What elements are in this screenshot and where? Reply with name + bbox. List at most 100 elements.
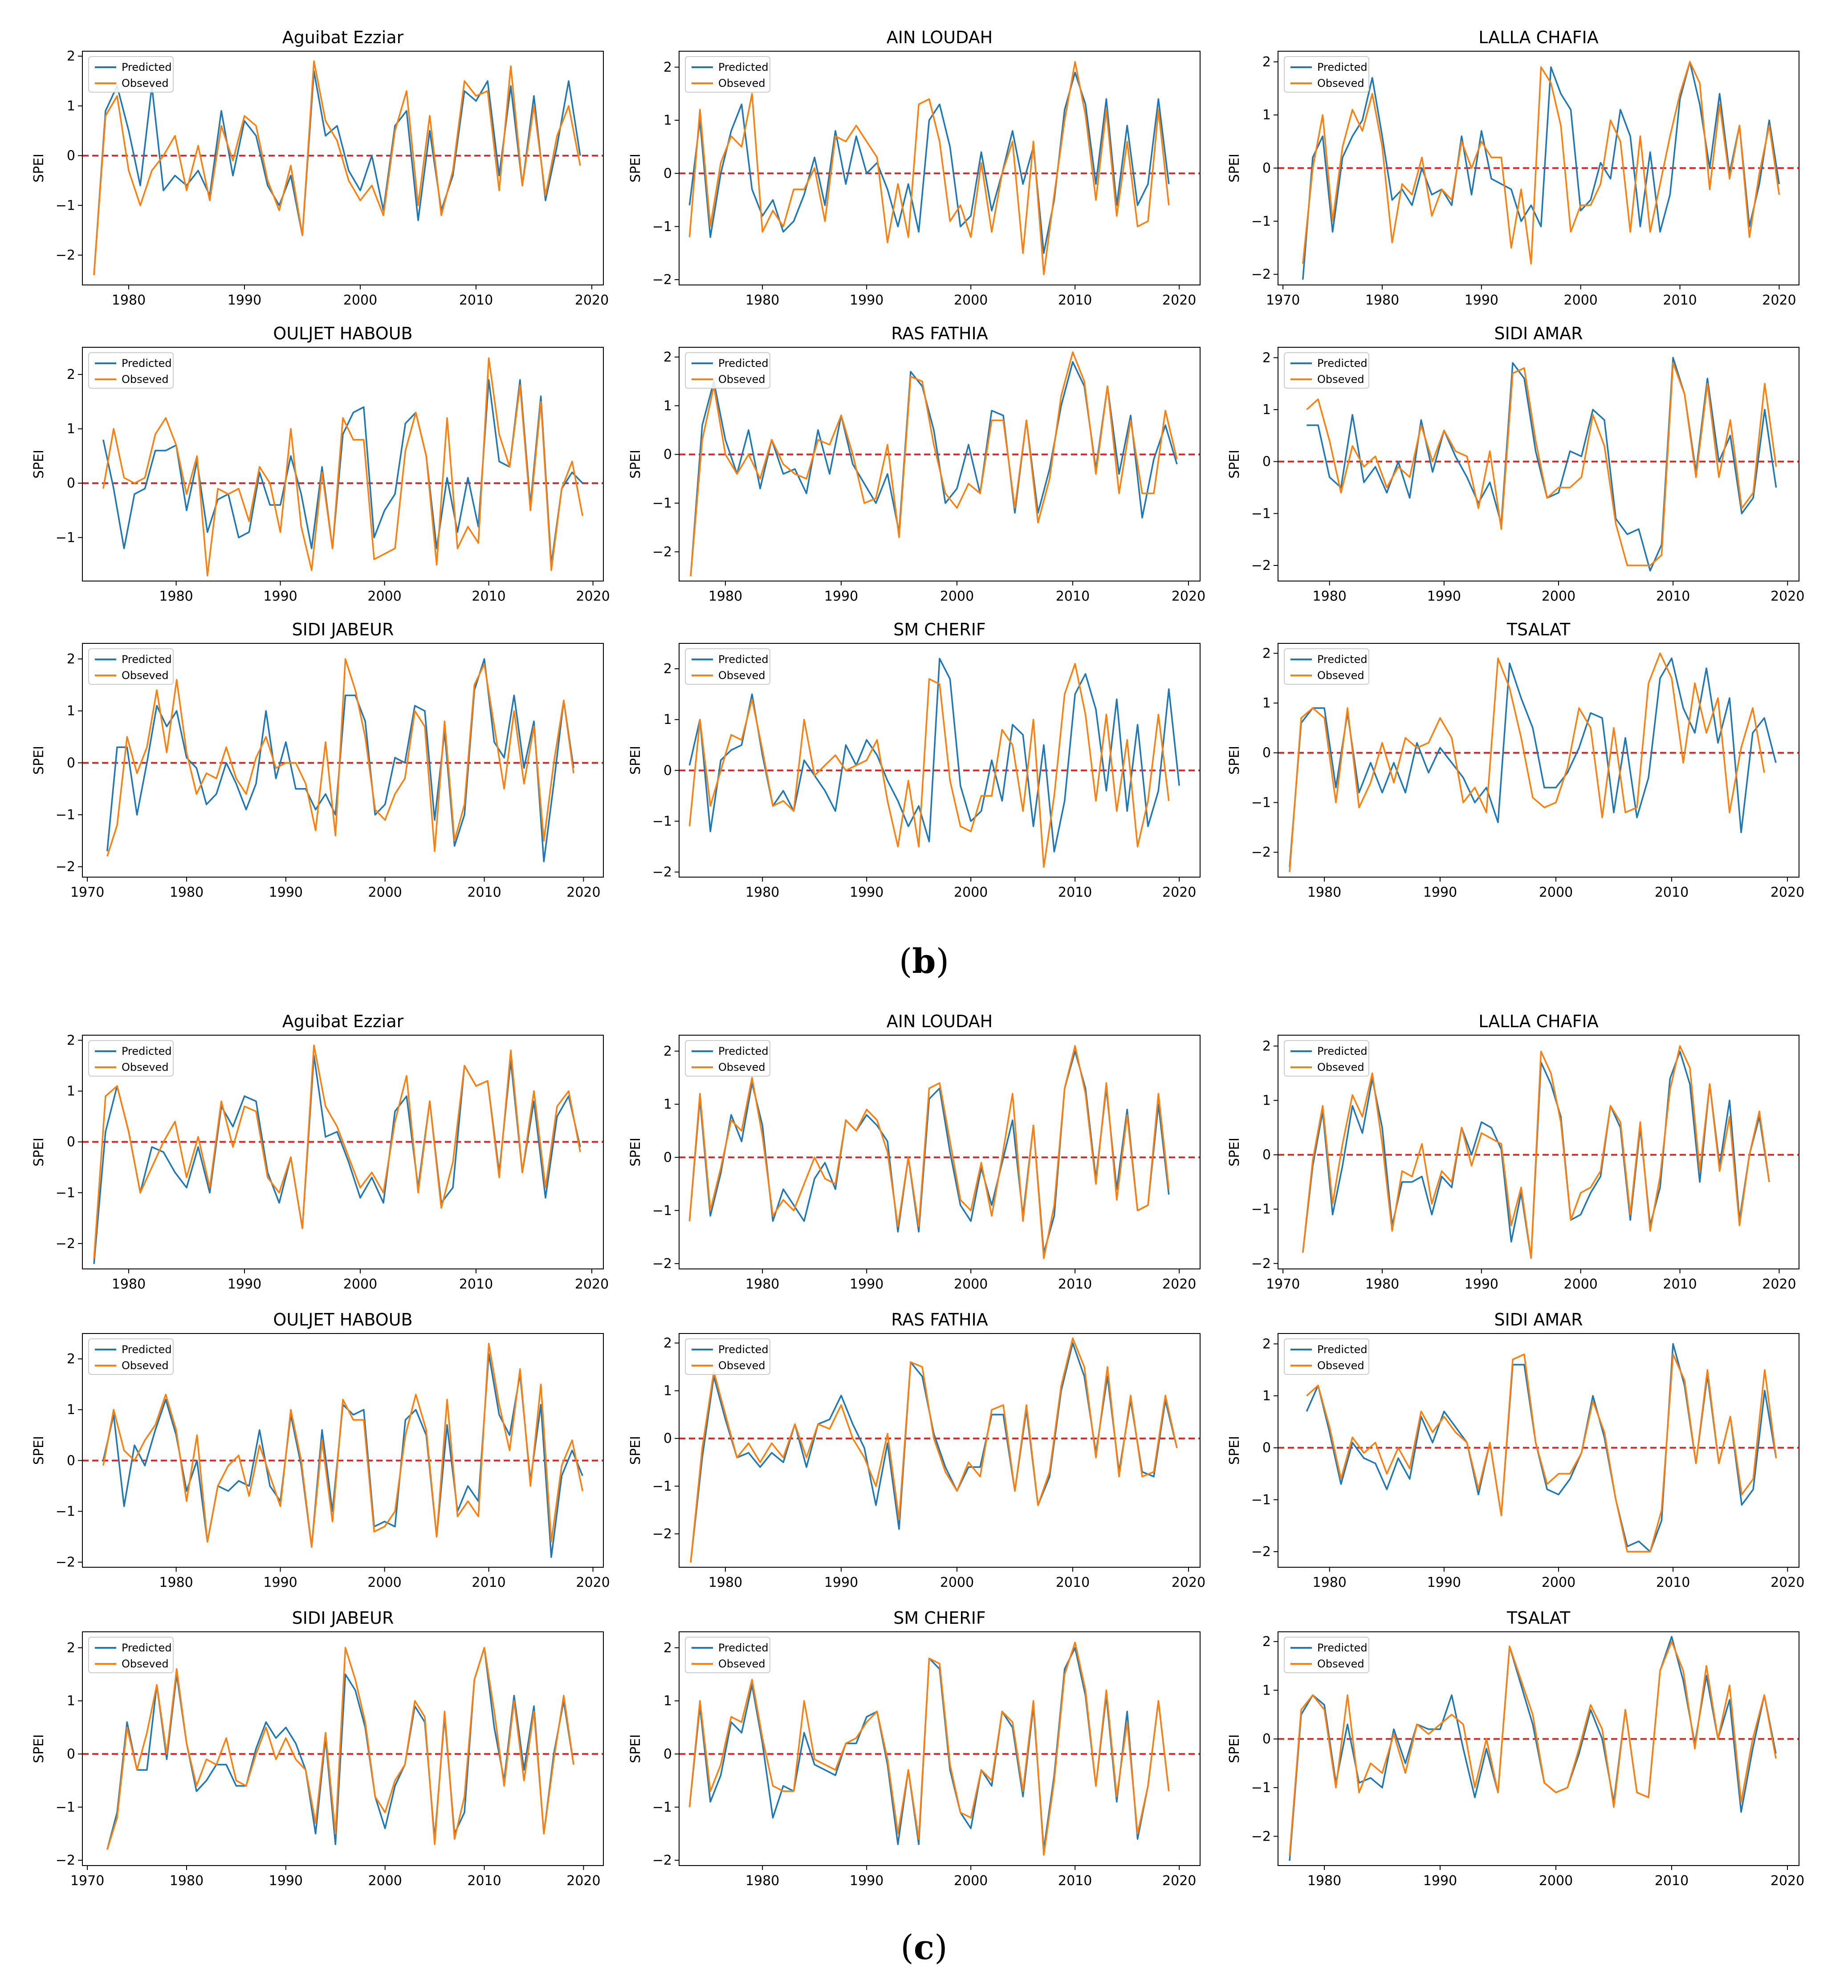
observed-series-line bbox=[688, 61, 1170, 275]
y-tick-label: 2 bbox=[67, 651, 75, 667]
plot-frame bbox=[82, 1333, 604, 1568]
y-tick-label: 0 bbox=[67, 755, 75, 771]
x-tick-label: 2010 bbox=[1663, 293, 1697, 308]
x-tick-label: 2020 bbox=[1762, 293, 1796, 308]
chart-panel-b-6: 1980 1990 2000 2010 2020 −2 −1 0 1 2 SIDI AMAR SPEI… bbox=[1227, 324, 1804, 604]
y-tick-label: −2 bbox=[652, 272, 672, 288]
legend-entry: Obseved bbox=[1317, 669, 1364, 682]
x-tick-label: 2000 bbox=[954, 1873, 988, 1889]
y-tick-label: 0 bbox=[67, 148, 75, 164]
x-tick-label: 1980 bbox=[745, 885, 779, 900]
observed-series-line bbox=[1306, 362, 1777, 566]
x-tick-label: 2020 bbox=[1771, 1873, 1804, 1889]
legend-entry: Predicted bbox=[122, 1642, 172, 1654]
y-tick-label: 1 bbox=[1262, 695, 1271, 711]
x-tick-label: 1990 bbox=[1465, 293, 1498, 308]
x-tick-label: 1980 bbox=[112, 1277, 146, 1292]
predicted-series-line bbox=[1289, 657, 1777, 867]
y-tick-label: 1 bbox=[663, 1097, 672, 1112]
plot-frame bbox=[1278, 643, 1799, 878]
legend-entry: Obseved bbox=[718, 1061, 765, 1073]
plot-frame bbox=[1278, 1035, 1799, 1269]
y-axis-label: SPEI bbox=[628, 746, 643, 775]
y-tick-label: 1 bbox=[67, 1402, 75, 1418]
y-tick-label: −1 bbox=[56, 198, 75, 213]
x-tick-label: 1970 bbox=[70, 1873, 104, 1889]
legend-entry: Predicted bbox=[1317, 1045, 1368, 1057]
x-tick-label: 2020 bbox=[1771, 885, 1804, 900]
observed-series-line bbox=[1289, 652, 1765, 872]
legend-entry: Obseved bbox=[1317, 1658, 1364, 1670]
legend: Predicted Obseved bbox=[685, 352, 770, 389]
x-tick-label: 1970 bbox=[70, 885, 104, 900]
x-tick-label: 1990 bbox=[824, 589, 858, 604]
observed-series-line bbox=[690, 351, 1178, 577]
x-tick-label: 1990 bbox=[850, 1873, 883, 1889]
y-tick-label: 0 bbox=[67, 1453, 75, 1468]
x-tick-label: 1980 bbox=[170, 1873, 204, 1889]
x-tick-label: 2010 bbox=[1656, 1575, 1690, 1590]
y-tick-label: −2 bbox=[1251, 1829, 1271, 1844]
y-axis-label: SPEI bbox=[31, 154, 47, 183]
y-axis-label: SPEI bbox=[31, 450, 47, 479]
y-tick-label: 1 bbox=[67, 98, 75, 114]
y-tick-label: 0 bbox=[67, 1134, 75, 1150]
y-tick-label: 2 bbox=[1262, 1336, 1271, 1352]
legend-entry: Obseved bbox=[1317, 1359, 1364, 1372]
y-tick-label: −2 bbox=[56, 1853, 75, 1868]
legend-entry: Obseved bbox=[122, 373, 169, 386]
chart-panel-c-9: 1980 1990 2000 2010 2020 −2 −1 0 1 2 TSALAT SPEI Pre… bbox=[1227, 1608, 1804, 1889]
y-tick-label: 1 bbox=[663, 113, 672, 128]
legend-entry: Obseved bbox=[718, 669, 765, 682]
chart-title: AIN LOUDAH bbox=[887, 28, 993, 47]
plot-frame bbox=[679, 1035, 1201, 1269]
observed-series-line bbox=[688, 1045, 1170, 1259]
x-tick-label: 1980 bbox=[1365, 1277, 1399, 1292]
legend: Predicted Obseved bbox=[685, 1040, 770, 1077]
x-tick-label: 2010 bbox=[459, 293, 493, 308]
x-tick-label: 2000 bbox=[343, 1277, 377, 1292]
legend-entry: Predicted bbox=[718, 1343, 769, 1356]
observed-series-line bbox=[102, 1343, 583, 1548]
legend: Predicted Obseved bbox=[88, 352, 174, 389]
chart-panel-c-3: 1970 1980 1990 2000 2010 2020 −2 −1 0 1 2 LALLA CHA… bbox=[1227, 1012, 1799, 1292]
predicted-series-line bbox=[93, 70, 581, 275]
plot-frame bbox=[1278, 1631, 1799, 1866]
x-tick-label: 1980 bbox=[708, 1575, 742, 1590]
caption-b: (b) bbox=[899, 941, 949, 981]
x-tick-label: 1980 bbox=[159, 1575, 193, 1590]
x-tick-label: 1990 bbox=[1423, 1873, 1457, 1889]
y-tick-label: −1 bbox=[1251, 1202, 1271, 1217]
y-tick-label: −1 bbox=[652, 1479, 672, 1494]
predicted-series-line bbox=[102, 1353, 583, 1558]
y-tick-label: −1 bbox=[652, 1800, 672, 1815]
x-tick-label: 2000 bbox=[954, 885, 988, 900]
x-tick-label: 2010 bbox=[472, 1575, 505, 1590]
legend-entry: Predicted bbox=[122, 1045, 172, 1057]
legend: Predicted Obseved bbox=[685, 56, 770, 93]
observed-series-line bbox=[1289, 1641, 1777, 1856]
y-axis-label: SPEI bbox=[1227, 746, 1242, 775]
y-tick-label: 1 bbox=[663, 1693, 672, 1709]
x-tick-label: 2010 bbox=[467, 1873, 501, 1889]
chart-panel-b-1: 1980 1990 2000 2010 2020 −2 −1 0 1 2 Aguibat Ezzia… bbox=[31, 28, 609, 308]
plot-frame bbox=[679, 51, 1201, 285]
plot-frame bbox=[82, 643, 604, 878]
x-tick-label: 1990 bbox=[269, 1873, 303, 1889]
observed-series-line bbox=[688, 663, 1170, 868]
x-tick-label: 2020 bbox=[1162, 885, 1196, 900]
x-tick-label: 1980 bbox=[1313, 1575, 1347, 1590]
legend-entry: Predicted bbox=[1317, 357, 1368, 370]
x-tick-label: 2000 bbox=[1539, 1873, 1573, 1889]
y-tick-label: 0 bbox=[663, 763, 672, 778]
chart-title: RAS FATHIA bbox=[891, 1310, 988, 1329]
x-tick-label: 1980 bbox=[159, 589, 193, 604]
y-axis-label: SPEI bbox=[31, 746, 47, 775]
predicted-series-line bbox=[688, 1050, 1170, 1254]
legend-entry: Predicted bbox=[1317, 61, 1368, 73]
x-tick-label: 2010 bbox=[1056, 1575, 1090, 1590]
x-tick-label: 1990 bbox=[263, 589, 297, 604]
y-axis-label: SPEI bbox=[628, 1436, 643, 1465]
x-tick-label: 1990 bbox=[1427, 589, 1461, 604]
legend: Predicted Obseved bbox=[88, 56, 174, 93]
